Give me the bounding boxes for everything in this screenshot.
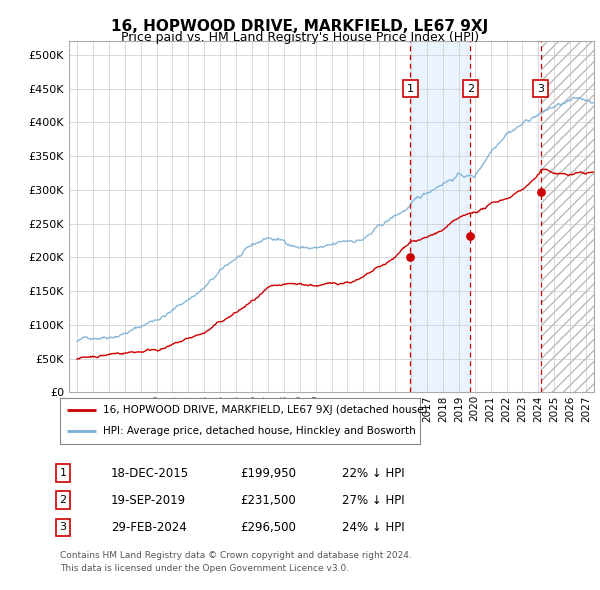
Bar (541, 41, 594, 392)
Text: 1: 1 (59, 468, 67, 478)
Bar (410, 41, 470, 392)
Text: 22% ↓ HPI: 22% ↓ HPI (342, 467, 404, 480)
Text: 16, HOPWOOD DRIVE, MARKFIELD, LE67 9XJ (detached house): 16, HOPWOOD DRIVE, MARKFIELD, LE67 9XJ (… (103, 405, 428, 415)
Text: 1: 1 (407, 84, 414, 94)
Text: Contains HM Land Registry data © Crown copyright and database right 2024.: Contains HM Land Registry data © Crown c… (60, 550, 412, 559)
Text: 18-DEC-2015: 18-DEC-2015 (111, 467, 189, 480)
Point (406, 253, 415, 262)
Text: 2: 2 (467, 84, 474, 94)
Text: 3: 3 (538, 84, 544, 94)
Point (466, 231, 475, 241)
Text: 27% ↓ HPI: 27% ↓ HPI (342, 494, 404, 507)
Text: 2: 2 (59, 496, 67, 505)
Point (536, 188, 545, 197)
Bar (541, 41, 594, 392)
Text: 24% ↓ HPI: 24% ↓ HPI (342, 521, 404, 534)
Text: 29-FEB-2024: 29-FEB-2024 (111, 521, 187, 534)
Text: 3: 3 (59, 523, 67, 532)
Text: £199,950: £199,950 (240, 467, 296, 480)
Text: £231,500: £231,500 (240, 494, 296, 507)
Text: HPI: Average price, detached house, Hinckley and Bosworth: HPI: Average price, detached house, Hinc… (103, 426, 416, 436)
Text: This data is licensed under the Open Government Licence v3.0.: This data is licensed under the Open Gov… (60, 563, 349, 572)
Text: Price paid vs. HM Land Registry's House Price Index (HPI): Price paid vs. HM Land Registry's House … (121, 31, 479, 44)
Text: £296,500: £296,500 (240, 521, 296, 534)
Text: 19-SEP-2019: 19-SEP-2019 (111, 494, 186, 507)
Text: 16, HOPWOOD DRIVE, MARKFIELD, LE67 9XJ: 16, HOPWOOD DRIVE, MARKFIELD, LE67 9XJ (112, 19, 488, 34)
